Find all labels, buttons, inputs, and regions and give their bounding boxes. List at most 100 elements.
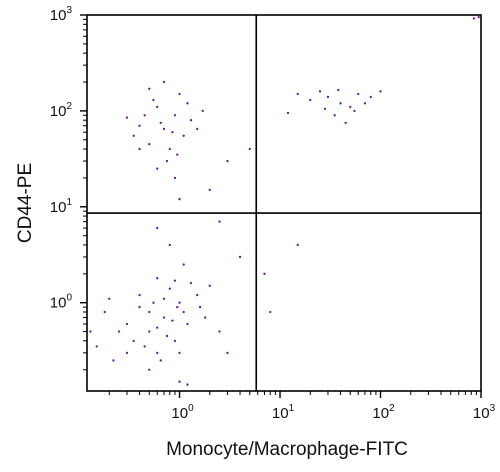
data-point bbox=[132, 339, 135, 343]
data-point bbox=[159, 121, 162, 125]
data-point bbox=[226, 351, 229, 354]
data-point bbox=[178, 351, 181, 354]
data-point bbox=[148, 310, 151, 314]
data-point bbox=[369, 95, 372, 99]
data-point bbox=[189, 119, 193, 122]
data-point bbox=[156, 326, 159, 329]
data-point bbox=[95, 345, 98, 348]
data-point bbox=[357, 92, 360, 96]
data-point bbox=[165, 159, 169, 163]
data-point bbox=[173, 339, 177, 343]
data-point bbox=[168, 147, 171, 151]
data-point bbox=[296, 92, 299, 96]
data-point bbox=[168, 287, 171, 290]
data-point bbox=[117, 330, 121, 333]
data-point bbox=[218, 220, 221, 223]
data-point bbox=[162, 297, 166, 300]
data-point bbox=[165, 334, 169, 338]
data-point bbox=[196, 293, 199, 297]
data-point bbox=[226, 159, 229, 163]
data-point bbox=[189, 281, 193, 285]
data-point bbox=[198, 305, 202, 309]
data-point bbox=[208, 284, 211, 287]
data-point bbox=[156, 167, 159, 170]
plot-frame bbox=[86, 14, 482, 392]
data-point bbox=[263, 272, 266, 275]
data-point bbox=[125, 322, 129, 326]
data-point bbox=[159, 359, 162, 362]
data-point bbox=[186, 322, 189, 326]
y-axis-title: CD44-PE bbox=[15, 163, 36, 243]
data-point bbox=[208, 188, 211, 192]
data-point bbox=[148, 368, 151, 371]
data-point bbox=[296, 243, 299, 247]
data-point bbox=[156, 226, 159, 230]
data-point bbox=[309, 98, 312, 102]
data-point bbox=[156, 277, 159, 280]
data-point bbox=[138, 124, 141, 127]
data-point bbox=[248, 147, 251, 151]
data-point bbox=[138, 293, 141, 297]
data-points-layer bbox=[89, 15, 480, 386]
data-point bbox=[178, 380, 181, 383]
data-point bbox=[318, 90, 322, 93]
data-point bbox=[148, 330, 151, 333]
data-point bbox=[286, 111, 290, 115]
data-point bbox=[173, 114, 177, 117]
data-point bbox=[182, 134, 185, 137]
data-point bbox=[186, 383, 189, 386]
data-point bbox=[238, 255, 242, 259]
x-tick-label: 103 bbox=[473, 403, 496, 422]
data-point bbox=[344, 121, 347, 125]
data-point bbox=[143, 345, 146, 348]
data-point bbox=[339, 102, 342, 105]
data-point bbox=[269, 310, 272, 314]
data-point bbox=[178, 198, 181, 201]
x-tick-label: 102 bbox=[372, 403, 395, 422]
data-point bbox=[363, 102, 367, 105]
data-point bbox=[196, 127, 199, 130]
y-tick-label: 100 bbox=[50, 293, 73, 312]
data-point bbox=[89, 330, 92, 333]
data-point bbox=[162, 316, 166, 319]
data-point bbox=[103, 310, 106, 314]
y-tick-label: 102 bbox=[50, 101, 73, 120]
data-point bbox=[125, 116, 129, 119]
data-point bbox=[176, 305, 179, 309]
data-point bbox=[148, 143, 151, 146]
data-point bbox=[353, 109, 356, 113]
data-point bbox=[323, 107, 327, 111]
data-point bbox=[173, 176, 177, 180]
data-point bbox=[152, 301, 155, 304]
data-point bbox=[108, 297, 111, 300]
data-point bbox=[168, 243, 171, 247]
data-point bbox=[138, 305, 141, 309]
data-point bbox=[326, 95, 330, 99]
data-point bbox=[477, 15, 480, 19]
data-point bbox=[182, 263, 185, 266]
data-point bbox=[152, 98, 155, 102]
y-tick-label: 103 bbox=[50, 5, 73, 24]
x-axis-title: Monocyte/Macrophage-FITC bbox=[166, 439, 408, 460]
data-point bbox=[178, 92, 181, 96]
data-point bbox=[472, 17, 476, 20]
data-point bbox=[218, 330, 221, 333]
data-point bbox=[204, 316, 207, 319]
data-point bbox=[337, 88, 340, 92]
data-point bbox=[143, 114, 146, 117]
data-point bbox=[171, 131, 174, 134]
data-point bbox=[162, 127, 166, 130]
quadrant-gates bbox=[87, 15, 481, 391]
data-point bbox=[178, 301, 181, 304]
data-point bbox=[138, 147, 141, 151]
data-point bbox=[333, 114, 336, 117]
data-point bbox=[173, 279, 177, 282]
data-point bbox=[112, 359, 115, 362]
data-point bbox=[201, 109, 204, 113]
data-point bbox=[156, 351, 159, 354]
data-point bbox=[186, 102, 189, 105]
data-point bbox=[162, 80, 166, 84]
data-point bbox=[148, 87, 151, 90]
data-point bbox=[349, 105, 352, 109]
